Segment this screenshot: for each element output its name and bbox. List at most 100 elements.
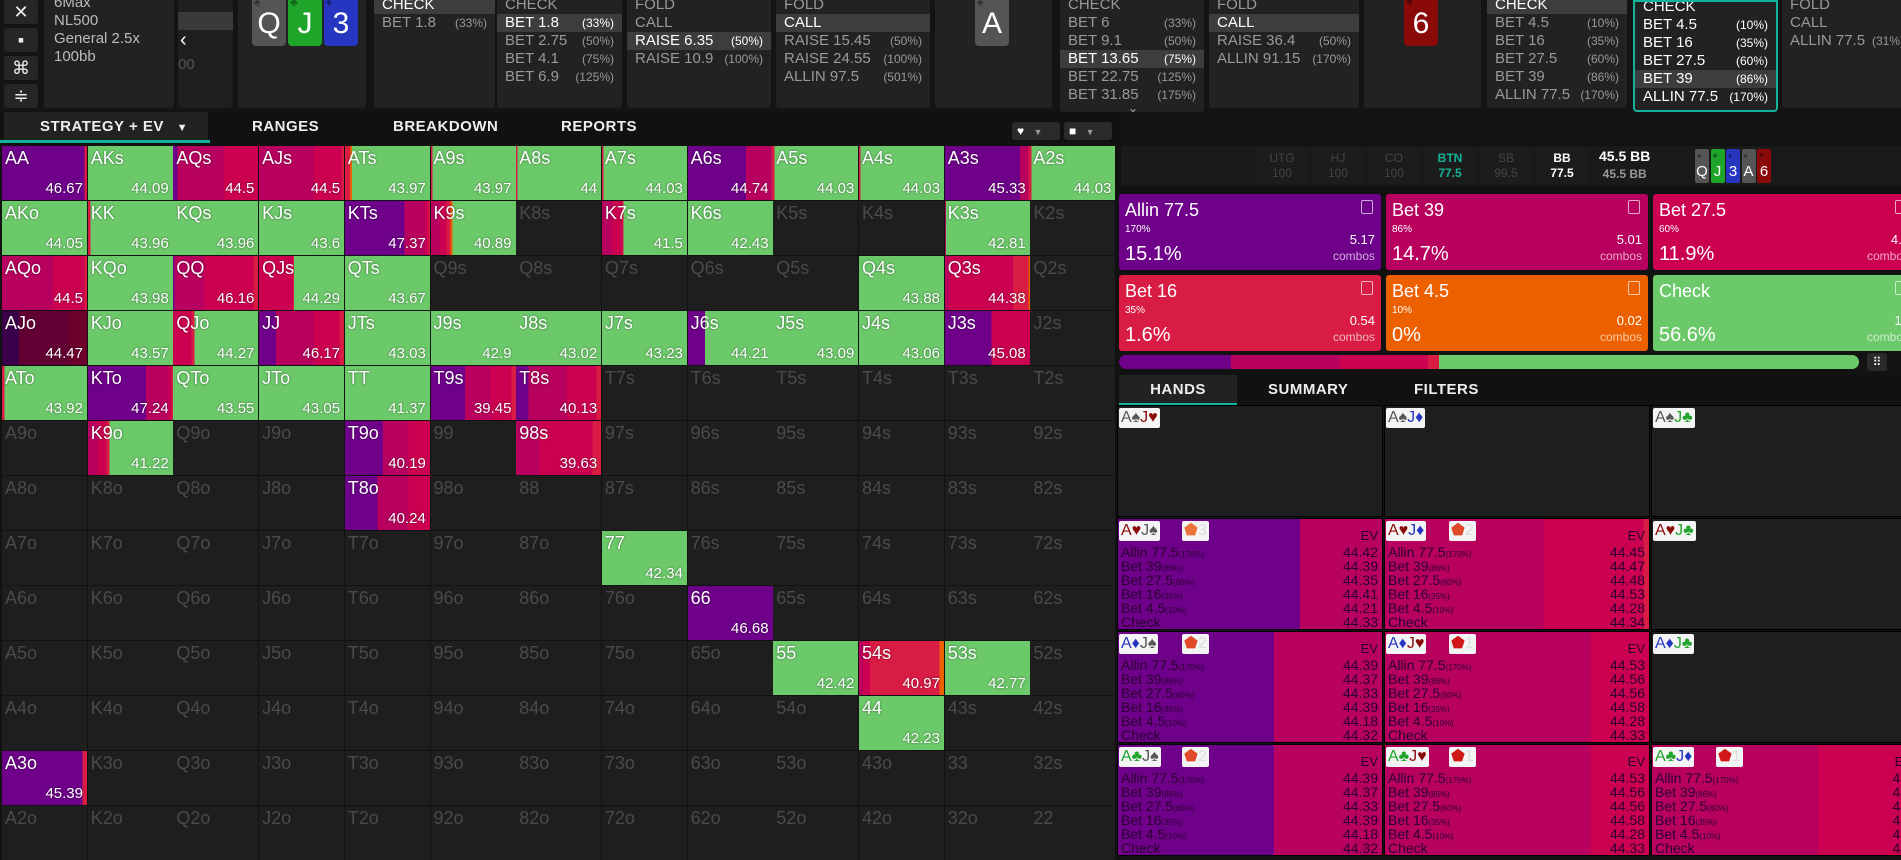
position-hj[interactable]: HJ 100 — [1312, 148, 1364, 184]
action-option[interactable]: BET 4.5 (10%) — [1487, 14, 1627, 32]
hand-cell[interactable]: T8o 40.24 — [344, 476, 430, 530]
hand-cell[interactable]: 74o — [601, 696, 687, 750]
tab-summary[interactable]: SUMMARY — [1268, 381, 1349, 398]
hand-cell[interactable]: 98s 39.63 — [516, 421, 602, 475]
hand-cell[interactable]: Q3o — [173, 751, 259, 805]
hand-cell[interactable]: 53o — [773, 751, 859, 805]
hand-combo-cell[interactable]: A♣J♠ ⬟2 EV Allin 77.5(170%) 44.39 Bet 39(86%)… — [1117, 744, 1383, 856]
hand-cell[interactable]: Q9o — [173, 421, 259, 475]
position-btn[interactable]: BTN 77.5 — [1424, 148, 1476, 184]
strategy-card[interactable]: Check 56.6% 19 combos — [1653, 275, 1901, 351]
hand-combo-cell[interactable]: A♥J♠ ⬟3 EV Allin 77.5(170%) 44.42 Bet 39(86%)… — [1117, 518, 1383, 630]
hand-cell[interactable]: T3s — [944, 366, 1030, 420]
hand-cell[interactable]: Q6o — [173, 586, 259, 640]
action-option[interactable]: FOLD — [1209, 0, 1359, 14]
hand-cell[interactable]: 83s — [944, 476, 1030, 530]
hand-cell[interactable]: 75o — [601, 641, 687, 695]
hand-cell[interactable]: A6o — [2, 586, 87, 640]
hand-cell[interactable]: JTo 43.05 — [259, 366, 345, 420]
document-icon[interactable] — [1361, 200, 1373, 214]
hand-cell[interactable]: JJ 46.17 — [259, 311, 345, 365]
strategy-card[interactable]: Bet 16 35% 1.6% 0.54 combos — [1119, 275, 1381, 351]
hand-cell[interactable]: 73s — [944, 531, 1030, 585]
hand-cell[interactable]: 95o — [430, 641, 516, 695]
hand-cell[interactable]: 95s — [773, 421, 859, 475]
hand-cell[interactable]: 63o — [687, 751, 773, 805]
close-icon[interactable]: ✕ — [4, 0, 38, 24]
hand-cell[interactable]: 63s — [944, 586, 1030, 640]
hand-cell[interactable]: K8o — [87, 476, 173, 530]
hand-combo-cell[interactable]: A♠J♦ — [1384, 405, 1650, 517]
hand-combo-cell[interactable]: A♣J♥ ⬟1 EV Allin 77.5(170%) 44.53 Bet 39(86%)… — [1384, 744, 1650, 856]
action-option[interactable]: FOLD — [627, 0, 771, 14]
hand-cell[interactable]: 97s — [601, 421, 687, 475]
hand-cell[interactable]: J8o — [259, 476, 345, 530]
hand-cell[interactable]: K3o — [87, 751, 173, 805]
action-option[interactable]: RAISE 6.35 (50%) — [627, 32, 771, 50]
hand-combo-cell[interactable]: A♠J♥ — [1117, 405, 1383, 517]
action-option[interactable]: RAISE 15.45 (50%) — [776, 32, 930, 50]
hand-cell[interactable]: T2o — [344, 806, 430, 860]
hand-cell[interactable]: A3o 45.39 — [2, 751, 87, 805]
hand-cell[interactable]: T4s — [859, 366, 944, 420]
action-option[interactable]: BET 22.75 (125%) — [1060, 68, 1204, 86]
hand-cell[interactable]: QQ 46.16 — [173, 256, 259, 310]
hand-cell[interactable]: A3s 45.33 — [944, 146, 1030, 200]
hand-cell[interactable]: A8o — [2, 476, 87, 530]
action-option[interactable]: BET 4.5 (10%) — [1635, 16, 1776, 34]
hand-cell[interactable]: 22 — [1030, 806, 1116, 860]
hand-cell[interactable]: 86o — [516, 586, 602, 640]
hand-cell[interactable]: 87s — [601, 476, 687, 530]
hand-cell[interactable]: J6o — [259, 586, 345, 640]
hand-cell[interactable]: 96o — [430, 586, 516, 640]
hand-cell[interactable]: AJs 44.5 — [259, 146, 345, 200]
hand-cell[interactable]: K5o — [87, 641, 173, 695]
hand-combo-cell[interactable]: A♦J♣ — [1651, 631, 1901, 743]
action-option[interactable]: BET 6 (33%) — [1060, 14, 1204, 32]
document-icon[interactable] — [1628, 281, 1640, 295]
hand-cell[interactable]: 42s — [1030, 696, 1116, 750]
position-utg[interactable]: UTG 100 — [1256, 148, 1308, 184]
hand-cell[interactable]: KTs 47.37 — [344, 201, 430, 255]
hand-cell[interactable]: 99 — [430, 421, 516, 475]
hand-cell[interactable]: K4s — [859, 201, 944, 255]
hand-cell[interactable]: 84s — [859, 476, 944, 530]
tab-breakdown[interactable]: BREAKDOWN — [393, 118, 499, 135]
hand-cell[interactable]: A2s 44.03 — [1030, 146, 1116, 200]
hand-cell[interactable]: J9s 42.9 — [430, 311, 516, 365]
hand-cell[interactable]: 82o — [516, 806, 602, 860]
hand-cell[interactable]: 64s — [859, 586, 944, 640]
action-option[interactable]: ALLIN 77.5 (170%) — [1487, 86, 1627, 104]
action-option[interactable]: BET 2.75 (50%) — [497, 32, 622, 50]
action-option[interactable]: BET 27.5 (60%) — [1635, 52, 1776, 70]
action-option[interactable]: BET 4.1 (75%) — [497, 50, 622, 68]
hand-cell[interactable]: 52o — [773, 806, 859, 860]
hand-cell[interactable]: AKs 44.09 — [87, 146, 173, 200]
hand-cell[interactable]: 62o — [687, 806, 773, 860]
hand-cell[interactable]: Q2s — [1030, 256, 1116, 310]
hand-cell[interactable]: 76s — [687, 531, 773, 585]
hand-cell[interactable]: 73o — [601, 751, 687, 805]
hand-cell[interactable]: 43o — [859, 751, 944, 805]
hand-cell[interactable]: 93s — [944, 421, 1030, 475]
previous-panel[interactable]: ‹ 00 — [178, 0, 233, 108]
action-option[interactable]: BET 6.9 (125%) — [497, 68, 622, 86]
hand-cell[interactable]: J7s 43.23 — [601, 311, 687, 365]
hand-cell[interactable]: J4s 43.06 — [859, 311, 944, 365]
hand-cell[interactable]: J3s 45.08 — [944, 311, 1030, 365]
hand-cell[interactable]: 64o — [687, 696, 773, 750]
hand-cell[interactable]: KJs 43.6 — [259, 201, 345, 255]
document-icon[interactable] — [1628, 200, 1640, 214]
hand-cell[interactable]: Q6s — [687, 256, 773, 310]
hand-cell[interactable]: K6o — [87, 586, 173, 640]
hand-cell[interactable]: 96s — [687, 421, 773, 475]
hand-cell[interactable]: K4o — [87, 696, 173, 750]
hand-cell[interactable]: 84o — [516, 696, 602, 750]
strategy-card[interactable]: Bet 27.5 60% 11.9% 4.0 combos — [1653, 194, 1901, 270]
hand-cell[interactable]: T6o — [344, 586, 430, 640]
hand-cell[interactable]: T8s 40.13 — [516, 366, 602, 420]
compress-icon[interactable]: ≑ — [4, 84, 38, 108]
hand-cell[interactable]: A6s 44.74 — [687, 146, 773, 200]
hand-combo-cell[interactable]: A♦J♠ ⬟2 EV Allin 77.5(170%) 44.39 Bet 39(86%)… — [1117, 631, 1383, 743]
hand-cell[interactable]: Q5s — [773, 256, 859, 310]
